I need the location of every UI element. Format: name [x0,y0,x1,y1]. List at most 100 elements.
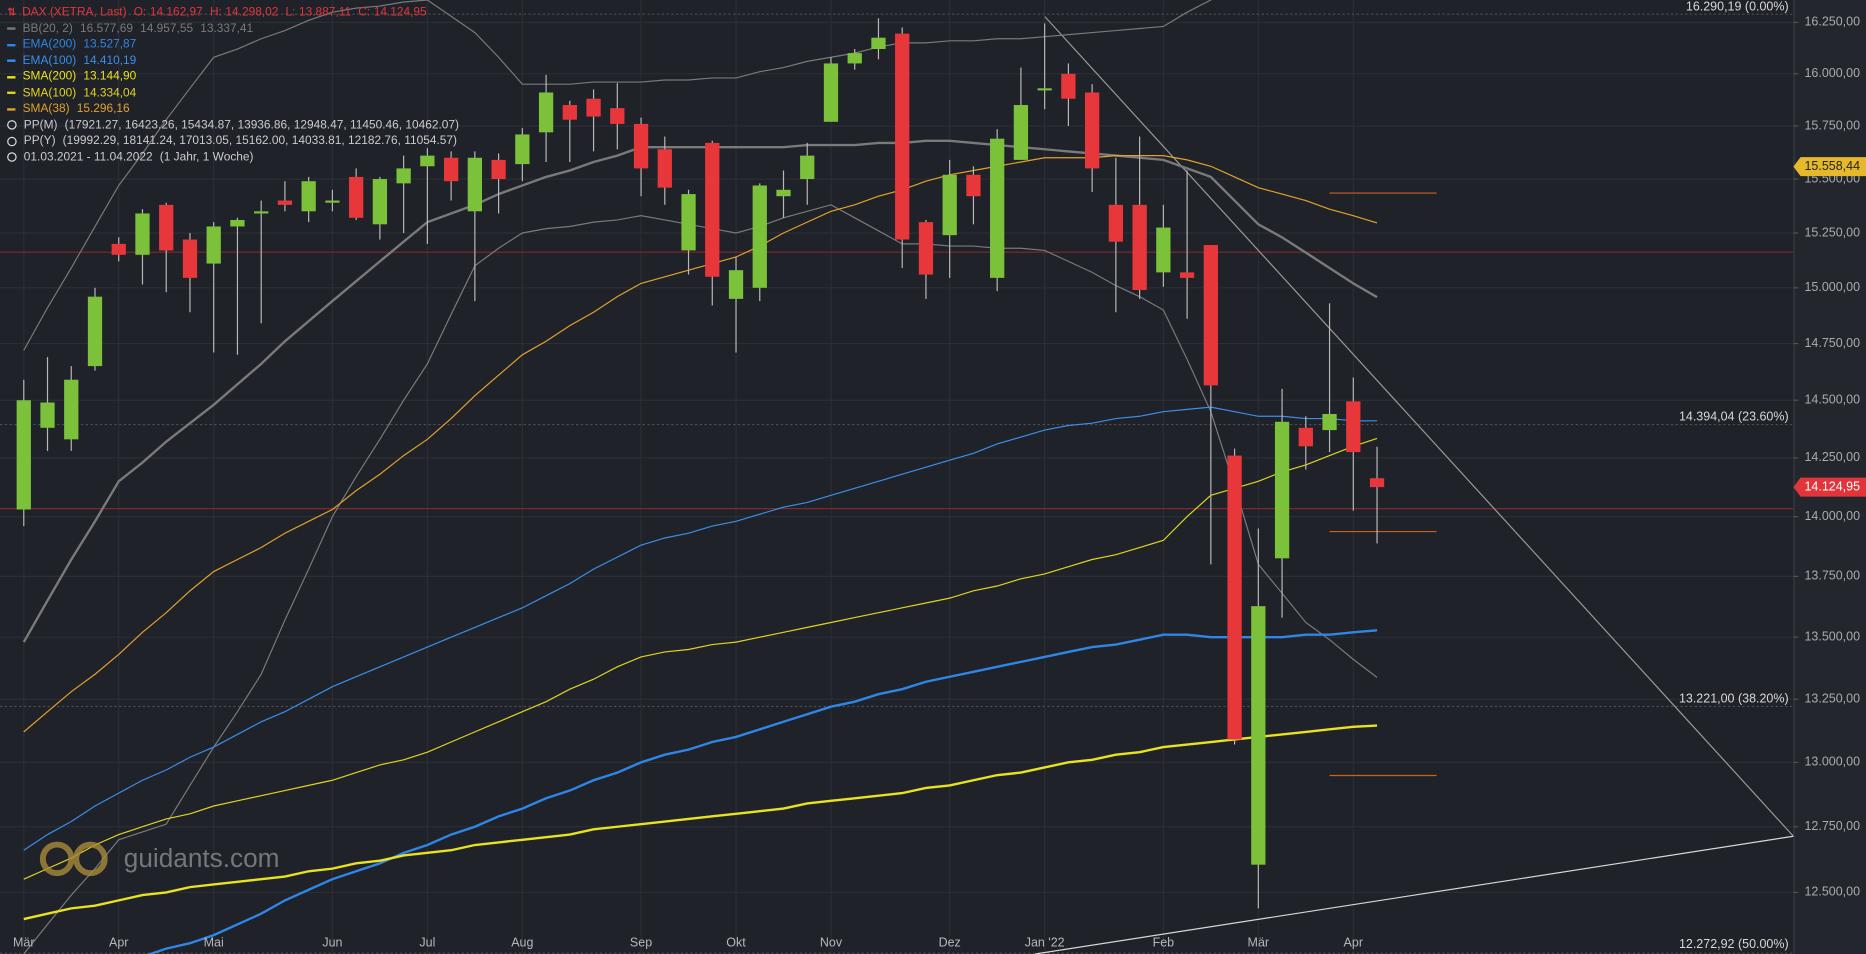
y-tick-label: 14.000,00 [1804,509,1860,523]
indicator-line [23,0,1213,351]
pivot-value: 13936.86 [231,118,287,131]
instrument-title: DAX (XETRA, Last) [22,5,127,20]
instrument-icon: ⇅ [7,5,17,18]
ohlc-value: 14.162,97 [149,5,203,20]
candle-body [800,155,815,180]
ohlc-label: L: [285,5,296,20]
candle-body [443,157,459,182]
pivot-value: 16423.26 [118,118,174,131]
pivot-name: PP(M) [23,118,58,132]
x-tick-label: Jul [419,936,435,950]
watermark: guidants.com [38,839,279,879]
candle-body [515,134,530,165]
legend-value: 14.334,04 [83,86,137,100]
levels [0,13,1794,954]
candle-body [610,108,625,124]
legend-swatch [7,91,16,95]
candle-body [64,379,79,440]
candle-body [491,159,506,180]
candle-body [1346,401,1361,453]
x-tick-label: Feb [1153,936,1175,950]
legend-swatch [7,43,16,47]
candle-body [1013,105,1029,160]
candle-body [1061,73,1076,99]
legend-name: BB(20, 2) [22,22,73,36]
x-tick-label: Okt [726,936,746,950]
legend-swatch [7,107,16,111]
candle-body [871,37,886,50]
ohlc-value: 13.887,11 [299,5,352,20]
axes: 12.500,00 12.750,00 13.000,00 13.250,00 13.5… [13,0,1866,951]
period: (1 Jahr, 1 Woche) [159,150,254,164]
candle-body [349,176,364,218]
ohlc-header: O: 14.162,97 H: 14.298,02 L: 13.887,11 C: 14.12… [127,5,427,21]
fib-label: 12.272,92 (50.00%) [1679,937,1789,951]
y-tick-label: 14.500,00 [1804,393,1860,407]
legend-swatch [7,59,16,63]
pivot-value: 15162.00 [229,134,285,147]
indicator-line [22,139,1378,643]
candle-body [942,174,957,236]
legend-value: 15.296,16 [76,102,130,116]
legend-value: 13.337,41 [200,22,254,36]
candle-body [182,239,198,278]
candle-body [1251,606,1266,865]
indicator-lines [22,0,1378,954]
pivot-entry: PP(Y) 19992.2918141.2417013.0515162.00140… [7,133,459,149]
candle-body [990,138,1005,278]
indicator-line [146,629,1378,954]
candle-body [586,98,601,117]
pivot-value: 12182.76 [341,134,397,147]
fib-label: 13.221,00 (38.20%) [1679,692,1789,706]
legend-entry: SMA(100) 14.334,04 [7,85,459,101]
candle-body [135,213,150,255]
date-row: 01.03.2021 - 11.04.2022 (1 Jahr, 1 Woche… [7,149,459,165]
pivot-name: PP(Y) [23,134,56,148]
x-tick-label: Jun [322,936,342,950]
candle-body [16,400,31,510]
price-tag-label: 14.124,95 [1804,479,1860,493]
pivot-legend: PP(M) 17921.2716423.2615434.8713936.86129… [7,117,459,149]
legend-value: 13.527,87 [83,38,137,52]
pivot-value: 12948.47 [287,118,343,131]
legend-name: EMA(100) [22,54,77,68]
y-axis-panel [1793,0,1866,954]
candle-body [1179,272,1195,278]
candle-body [776,189,791,197]
x-tick-label: Nov [820,936,843,950]
candle-body [1369,478,1385,488]
candle-body [1084,92,1100,169]
x-tick-label: Dez [939,936,961,950]
x-tick-label: Jan '22 [1025,936,1065,950]
y-tick-label: 14.250,00 [1804,450,1860,464]
candle-body [538,92,554,133]
candle-body [206,226,221,264]
legend-entry: EMA(100) 14.410,19 [7,53,459,69]
y-tick-label: 13.500,00 [1804,629,1860,643]
candle-body [728,270,744,299]
candle-body [254,211,269,214]
price-tag [1793,477,1866,497]
legend-name: SMA(38) [22,102,70,116]
indicator-line [23,406,1378,851]
y-tick-label: 13.250,00 [1804,691,1860,705]
x-tick-label: Apr [109,936,128,950]
pivot-value: 14033.81 [285,134,341,147]
x-tick-label: Apr [1344,936,1363,950]
candle-body [1322,413,1337,431]
ohlc-label: H: [209,5,222,20]
candle-body [40,402,55,428]
candle-body [1156,227,1171,273]
candle-body [681,194,696,251]
watermark-logo [39,841,108,877]
legend-entry: SMA(38) 15.296,16 [7,101,459,117]
candle-body [301,181,316,212]
indicator-line [23,724,1378,921]
candle-body [1274,421,1290,559]
pivot-value: 18141.24 [116,134,172,147]
x-tick-label: Mai [204,936,224,950]
candle-body [847,53,862,64]
candle-body [1203,244,1218,386]
